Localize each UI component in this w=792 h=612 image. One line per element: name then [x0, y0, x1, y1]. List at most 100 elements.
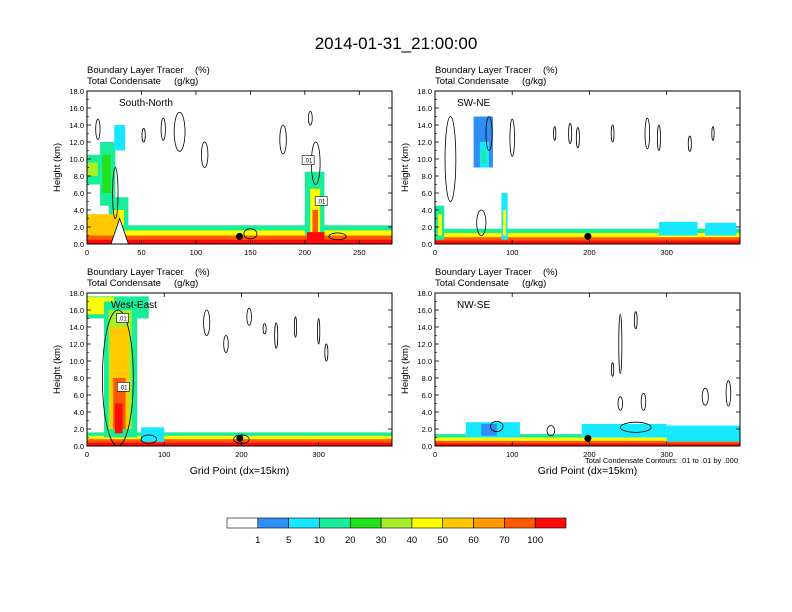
colorbar-label-8: 70 [499, 535, 510, 546]
condensate-contour-4 [568, 122, 573, 145]
condensate-contour-3 [246, 307, 252, 326]
plot-area: .01 .01 [87, 110, 392, 244]
y-tick-label-7: 14.0 [69, 323, 84, 332]
contour-label-1: .01 [314, 196, 328, 206]
condensate-contour-6 [610, 124, 615, 143]
y-tick-label-3: 6.0 [74, 189, 84, 198]
plot-area [435, 311, 740, 446]
panel-south-north: Boundary Layer Tracer (%) Total Condensate… [52, 65, 393, 257]
x-tick-label-2: 200 [235, 450, 248, 459]
condensate-contour-6 [293, 316, 298, 338]
y-tick-label-3: 6.0 [74, 391, 84, 400]
panel-label: West-East [111, 300, 157, 311]
y-tick-label-1: 2.0 [74, 223, 84, 232]
panel-label: NW-SE [457, 300, 490, 311]
subtitle-condensate-units: (g/kg) [522, 278, 546, 289]
y-tick-label-8: 16.0 [69, 306, 84, 315]
colorbar-label-0: 1 [255, 535, 260, 546]
contour-label-0: .01 [116, 313, 129, 323]
contour-label-box [301, 155, 315, 165]
y-tick-label-5: 10.0 [417, 357, 432, 366]
panel-label: South-North [119, 98, 173, 109]
condensate-contour-0 [95, 118, 101, 140]
x-tick-label-0: 0 [433, 248, 437, 257]
x-tick-label-3: 300 [312, 450, 325, 459]
tracer-shade-5 [481, 423, 497, 436]
colorbar-swatch-4 [349, 517, 382, 529]
y-tick-label-8: 16.0 [417, 104, 432, 113]
condensate-contour-2 [141, 127, 146, 143]
terrain-peak [110, 217, 129, 244]
colorbar-swatch-3 [319, 517, 351, 529]
y-axis-title: Height (km) [52, 345, 63, 394]
condensate-contour-2 [611, 362, 615, 377]
tracer-shade-15 [307, 232, 325, 244]
condensate-contour-9 [140, 434, 157, 444]
colorbar-label-6: 50 [437, 535, 448, 546]
y-tick-label-3: 6.0 [422, 189, 432, 198]
colorbar-label-2: 10 [314, 535, 325, 546]
y-tick-label-6: 12.0 [69, 138, 84, 147]
tracer-shade-11 [87, 214, 120, 236]
location-marker [236, 232, 243, 240]
colorbar-label-5: 40 [407, 535, 418, 546]
condensate-contour-3 [617, 396, 624, 411]
contour-label-text: .01 [317, 200, 326, 206]
condensate-contour-0 [102, 309, 134, 446]
x-tick-label-3: 300 [660, 450, 673, 459]
condensate-contour-8 [324, 343, 329, 362]
contour-footnote: Total Condensate Contours: .01 to .01 by… [585, 456, 738, 465]
x-tick-label-4: 200 [299, 248, 312, 257]
x-axis-title: Grid Point (dx=15km) [190, 465, 290, 477]
x-tick-label-3: 150 [244, 248, 257, 257]
y-axis-title: Height (km) [52, 143, 63, 192]
y-tick-label-1: 2.0 [422, 223, 432, 232]
condensate-contour-2 [509, 118, 515, 157]
condensate-contour-7 [317, 318, 321, 345]
condensate-contour-7 [644, 117, 651, 150]
y-tick-label-7: 14.0 [417, 121, 432, 130]
figure-title: 2014-01-31_21:00:00 [315, 34, 478, 53]
colorbar-label-7: 60 [468, 535, 479, 546]
plot-area [435, 116, 740, 244]
contour-label-0: .01 [301, 155, 315, 165]
condensate-contour-5 [274, 322, 279, 349]
y-tick-label-6: 12.0 [417, 340, 432, 349]
subtitle-tracer-units: (%) [543, 65, 558, 76]
subtitle-tracer: Boundary Layer Tracer [435, 65, 532, 76]
x-tick-label-0: 0 [85, 248, 89, 257]
tracer-shade-7 [666, 425, 740, 442]
contour-label-box [314, 196, 328, 206]
y-tick-label-1: 2.0 [422, 425, 432, 434]
tracer-shade-14 [312, 210, 318, 236]
y-tick-label-9: 18.0 [69, 87, 84, 96]
tracer-shade-6 [481, 150, 486, 164]
condensate-contour-4 [640, 392, 647, 411]
condensate-contour-7 [307, 110, 313, 126]
colorbar-label-1: 5 [286, 535, 291, 546]
subtitle-tracer: Boundary Layer Tracer [87, 65, 184, 76]
condensate-contour-8 [546, 425, 556, 437]
colorbar: 1 5 10 20 30 40 50 60 70 100 [226, 517, 567, 546]
tracer-shade-5 [87, 162, 98, 176]
y-tick-label-3: 6.0 [422, 391, 432, 400]
y-axis-title: Height (km) [400, 143, 411, 192]
y-tick-label-4: 8.0 [422, 374, 432, 383]
colorbar-swatch-7 [442, 517, 474, 529]
contour-label-1: .01 [116, 382, 130, 392]
y-tick-label-4: 8.0 [74, 172, 84, 181]
panel-west-east: Boundary Layer Tracer (%) Total Condensate… [52, 267, 393, 477]
tracer-shade-3 [87, 442, 392, 446]
x-tick-label-0: 0 [433, 450, 437, 459]
condensate-contour-1 [203, 309, 211, 336]
y-tick-label-8: 16.0 [69, 104, 84, 113]
condensate-contour-5 [701, 387, 709, 406]
colorbar-swatch-6 [411, 517, 444, 529]
x-tick-label-2: 100 [190, 248, 203, 257]
condensate-contour-3 [553, 126, 557, 141]
colorbar-swatch-10 [534, 517, 567, 529]
condensate-contour-1 [633, 311, 638, 330]
plot-frame [86, 90, 393, 245]
x-tick-label-1: 100 [506, 248, 519, 257]
tracer-shade-3 [435, 240, 740, 244]
